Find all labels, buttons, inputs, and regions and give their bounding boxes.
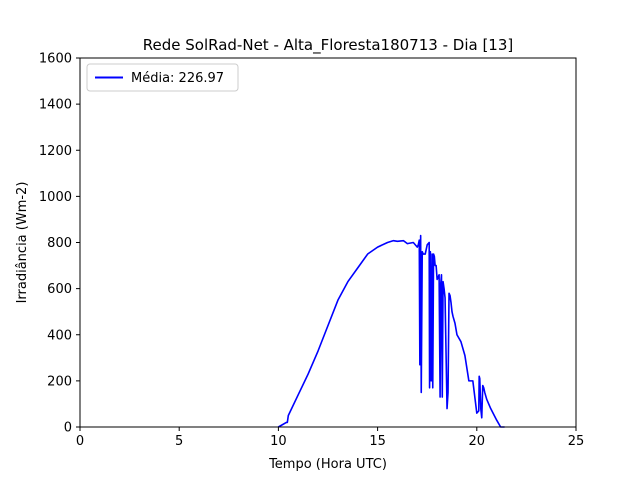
x-axis-ticks: 0 5 10 15 20 25 xyxy=(76,427,584,449)
y-tick-label: 1400 xyxy=(39,98,72,113)
x-tick-label: 20 xyxy=(469,434,486,449)
x-axis-label: Tempo (Hora UTC) xyxy=(268,457,387,472)
legend-label: Média: 226.97 xyxy=(131,71,224,86)
y-tick-label: 1200 xyxy=(39,144,72,159)
y-tick-label: 1000 xyxy=(39,190,72,205)
legend-box xyxy=(86,63,239,92)
y-tick-label: 0 xyxy=(64,421,72,436)
x-tick-label: 15 xyxy=(369,434,386,449)
y-tick-label: 400 xyxy=(47,328,72,343)
plot-area xyxy=(277,234,505,428)
legend: Média: 226.97 xyxy=(86,63,239,92)
y-tick-label: 200 xyxy=(47,374,72,389)
y-axis-label: Irradiância (Wm-2) xyxy=(15,182,30,304)
x-tick-label: 0 xyxy=(76,434,84,449)
chart-title: Rede SolRad-Net - Alta_Floresta180713 - … xyxy=(143,36,513,55)
y-tick-label: 800 xyxy=(47,236,72,251)
plot-frame xyxy=(79,57,577,428)
x-tick-label: 5 xyxy=(175,434,183,449)
y-axis-ticks: 0 200 400 600 800 1000 1200 1400 1600 xyxy=(39,52,80,436)
x-tick-label: 10 xyxy=(270,434,287,449)
y-tick-label: 600 xyxy=(47,282,72,297)
x-tick-label: 25 xyxy=(568,434,585,449)
y-tick-label: 1600 xyxy=(39,52,72,67)
series-line-0 xyxy=(277,234,505,428)
